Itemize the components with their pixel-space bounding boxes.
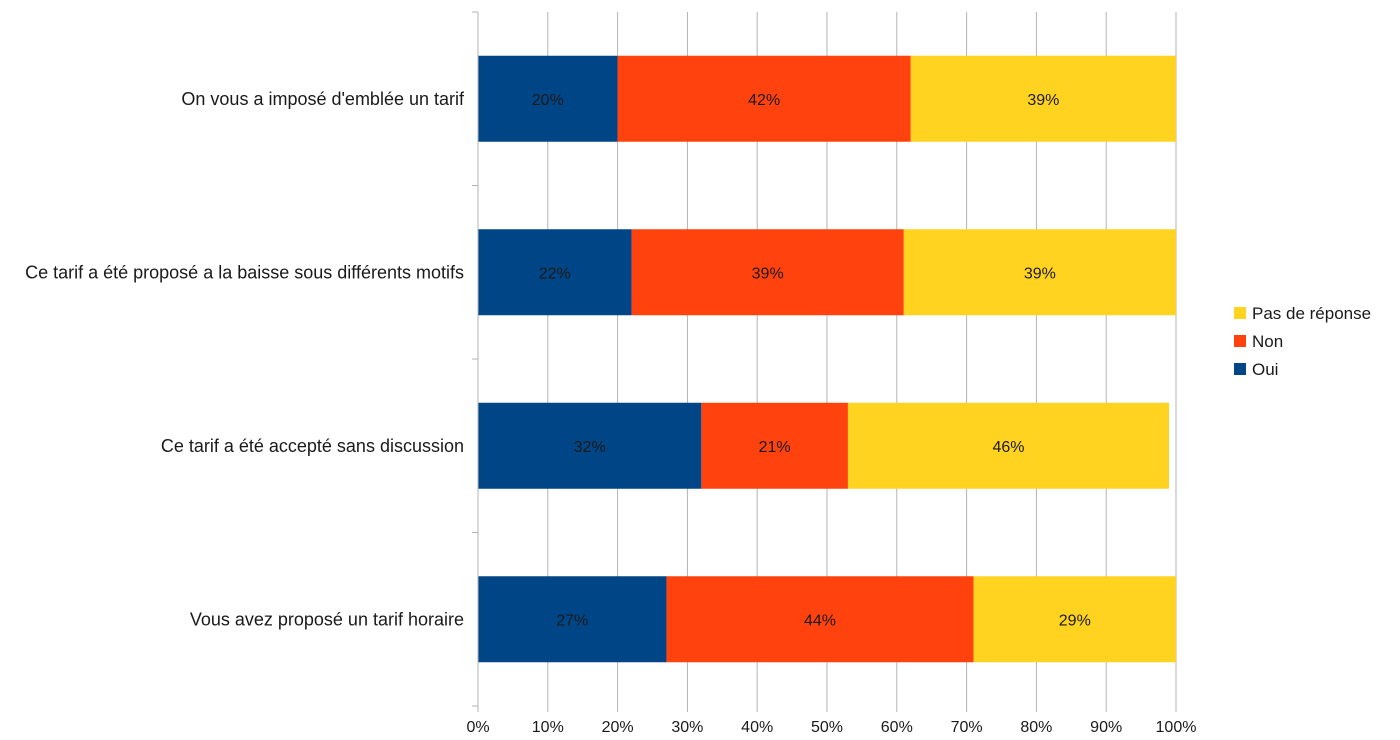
x-tick-label: 50%	[811, 719, 843, 736]
data-label: 44%	[804, 612, 836, 629]
x-tick-label: 10%	[532, 719, 564, 736]
data-label: 42%	[748, 92, 780, 109]
x-tick-label: 80%	[1020, 719, 1052, 736]
bar-segment-oui	[478, 576, 667, 663]
x-tick-label: 90%	[1090, 719, 1122, 736]
x-tick-label: 100%	[1156, 719, 1197, 736]
legend-label: Oui	[1252, 360, 1278, 379]
axes: 0% 10% 20% 30% 40% 50% 60% 70% 80% 90% 100% On vous…	[25, 11, 1197, 736]
data-label: 22%	[539, 265, 571, 282]
bar-segment-pas-de-r-ponse	[973, 576, 1176, 663]
legend-swatch	[1234, 307, 1246, 319]
x-tick-label: 60%	[881, 719, 913, 736]
data-label: 20%	[532, 92, 564, 109]
data-label: 32%	[574, 439, 606, 456]
category-label: On vous a imposé d'emblée un tarif	[181, 89, 465, 109]
data-label: 29%	[1059, 612, 1091, 629]
data-label: 39%	[1027, 92, 1059, 109]
bar-segment-non	[631, 229, 904, 316]
bar-segment-pas-de-r-ponse	[903, 229, 1176, 316]
bars: 20% 42% 39% 22% 39% 39% 32% 21% 46% 27% 44% 29%	[478, 55, 1176, 663]
legend-swatch	[1234, 363, 1246, 375]
bar-segment-oui	[478, 402, 702, 489]
data-label: 21%	[759, 439, 791, 456]
x-tick-label: 0%	[466, 719, 489, 736]
data-label: 39%	[752, 265, 784, 282]
legend-swatch	[1234, 335, 1246, 347]
bar-segment-non	[617, 55, 911, 142]
category-label: Vous avez proposé un tarif horaire	[190, 609, 464, 629]
x-tick-label: 30%	[671, 719, 703, 736]
category-label: Ce tarif a été proposé a la baisse sous …	[25, 262, 464, 282]
legend-label: Pas de réponse	[1252, 304, 1371, 323]
data-label: 46%	[992, 439, 1024, 456]
x-tick-label: 70%	[951, 719, 983, 736]
x-tick-label: 40%	[741, 719, 773, 736]
bar-segment-oui	[478, 55, 618, 142]
bar-segment-non	[701, 402, 848, 489]
x-tick-label: 20%	[602, 719, 634, 736]
category-label: Ce tarif a été accepté sans discussion	[161, 436, 464, 456]
legend: Pas de réponse Non Oui	[1234, 304, 1371, 379]
data-label: 27%	[556, 612, 588, 629]
bar-segment-oui	[478, 229, 632, 316]
bar-segment-pas-de-r-ponse	[910, 55, 1176, 142]
legend-label: Non	[1252, 332, 1283, 351]
bar-segment-pas-de-r-ponse	[847, 402, 1170, 489]
data-label: 39%	[1024, 265, 1056, 282]
bar-segment-non	[666, 576, 974, 663]
